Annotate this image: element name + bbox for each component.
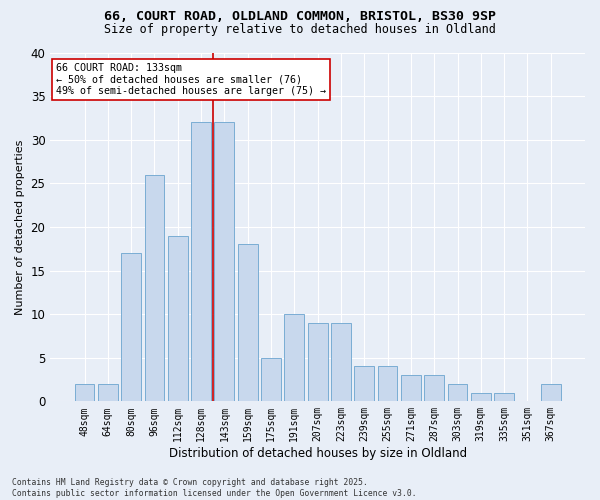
Text: 66 COURT ROAD: 133sqm
← 50% of detached houses are smaller (76)
49% of semi-deta: 66 COURT ROAD: 133sqm ← 50% of detached … bbox=[56, 63, 326, 96]
Bar bbox=[191, 122, 211, 402]
Text: 66, COURT ROAD, OLDLAND COMMON, BRISTOL, BS30 9SP: 66, COURT ROAD, OLDLAND COMMON, BRISTOL,… bbox=[104, 10, 496, 23]
Bar bbox=[471, 392, 491, 402]
Y-axis label: Number of detached properties: Number of detached properties bbox=[15, 139, 25, 314]
Bar bbox=[168, 236, 188, 402]
Bar bbox=[121, 253, 141, 402]
Bar bbox=[541, 384, 560, 402]
Bar bbox=[98, 384, 118, 402]
Bar bbox=[214, 122, 234, 402]
X-axis label: Distribution of detached houses by size in Oldland: Distribution of detached houses by size … bbox=[169, 447, 467, 460]
Text: Size of property relative to detached houses in Oldland: Size of property relative to detached ho… bbox=[104, 22, 496, 36]
Bar bbox=[74, 384, 94, 402]
Bar bbox=[377, 366, 397, 402]
Bar bbox=[238, 244, 257, 402]
Bar bbox=[355, 366, 374, 402]
Bar bbox=[284, 314, 304, 402]
Bar bbox=[401, 375, 421, 402]
Bar bbox=[494, 392, 514, 402]
Bar bbox=[331, 323, 351, 402]
Bar bbox=[308, 323, 328, 402]
Bar bbox=[424, 375, 444, 402]
Bar bbox=[261, 358, 281, 402]
Bar bbox=[145, 174, 164, 402]
Bar bbox=[448, 384, 467, 402]
Text: Contains HM Land Registry data © Crown copyright and database right 2025.
Contai: Contains HM Land Registry data © Crown c… bbox=[12, 478, 416, 498]
